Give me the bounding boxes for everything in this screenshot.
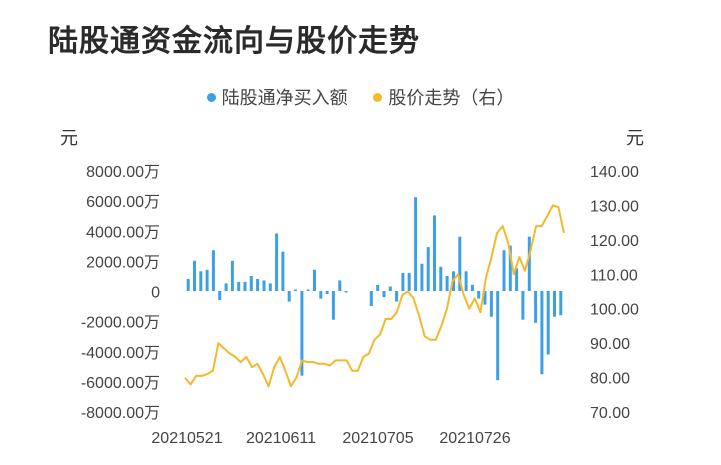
net-buy-bar — [275, 233, 279, 291]
net-buy-bar — [325, 291, 329, 294]
net-buy-bar — [553, 291, 556, 317]
legend-bar-marker — [206, 92, 216, 102]
net-buy-bar — [540, 291, 544, 375]
left-tick-label: -2000.00万 — [81, 315, 160, 332]
left-tick-label: 0 — [151, 285, 160, 302]
net-buy-bar — [420, 263, 424, 291]
net-buy-bar — [306, 289, 310, 291]
net-buy-bar — [199, 271, 203, 291]
legend: 陆股通净买入额 股价走势（右） — [0, 84, 721, 110]
net-buy-bar — [262, 280, 266, 291]
net-buy-bar — [338, 280, 342, 291]
net-buy-bar — [515, 268, 519, 291]
right-tick-label: 140.00 — [590, 164, 639, 181]
net-buy-bar — [331, 291, 335, 320]
net-buy-bar — [426, 247, 430, 291]
right-tick-label: 110.00 — [590, 267, 638, 284]
net-buy-bar — [521, 291, 525, 320]
net-buy-bar — [369, 291, 373, 307]
net-buy-bar — [483, 291, 487, 305]
net-buy-bar — [458, 236, 462, 291]
net-buy-bar — [382, 291, 386, 298]
net-buy-bar — [319, 291, 323, 299]
net-buy-bar — [433, 215, 436, 291]
price-line — [184, 204, 565, 388]
net-buy-bar — [477, 291, 481, 299]
net-buy-bar — [464, 271, 468, 291]
net-buy-bar — [249, 275, 253, 291]
right-tick-label: 90.00 — [590, 336, 630, 353]
x-tick-label: 20210705 — [342, 430, 413, 447]
right-tick-label: 130.00 — [590, 198, 639, 215]
net-buy-bar — [218, 291, 222, 301]
net-buy-bar — [407, 272, 411, 291]
net-buy-bar — [313, 269, 316, 291]
net-buy-bar — [502, 250, 506, 291]
legend-label-price: 股价走势（右） — [388, 88, 515, 109]
legend-label-net-buy: 陆股通净买入额 — [221, 88, 348, 109]
net-buy-bar — [294, 289, 297, 291]
right-axis-unit: 元 — [626, 128, 644, 149]
right-tick-label: 120.00 — [590, 233, 639, 250]
net-buy-bar — [439, 266, 443, 291]
legend-line-marker — [373, 92, 383, 102]
net-buy-bar — [508, 245, 512, 291]
net-buy-bar — [268, 283, 272, 291]
left-axis-unit: 元 — [60, 128, 78, 149]
chart-title: 陆股通资金流向与股价走势 — [48, 24, 420, 59]
net-buy-bar — [546, 291, 550, 355]
net-buy-bar — [489, 291, 493, 317]
x-tick-label: 20210611 — [246, 430, 316, 447]
left-tick-label: 8000.00万 — [86, 164, 160, 181]
net-buy-bar — [224, 283, 228, 291]
net-buy-bar — [300, 291, 304, 376]
net-buy-bar — [401, 272, 405, 291]
x-tick-label: 20210521 — [151, 430, 222, 447]
net-buy-bar — [470, 284, 474, 291]
net-buy-bar — [395, 291, 399, 302]
net-buy-bar — [559, 291, 563, 316]
net-buy-bar — [445, 275, 449, 291]
net-buy-bar — [496, 291, 500, 381]
net-buy-bar — [186, 278, 190, 291]
net-buy-bar — [230, 260, 234, 292]
right-tick-label: 70.00 — [590, 405, 630, 422]
net-buy-bar — [376, 284, 380, 291]
net-buy-bar — [211, 250, 215, 291]
left-tick-label: -6000.00万 — [81, 375, 160, 392]
net-buy-bar — [205, 269, 209, 291]
net-buy-bar — [237, 281, 241, 291]
net-buy-bar — [344, 291, 348, 293]
net-buy-bar — [287, 291, 291, 302]
left-tick-label: -8000.00万 — [81, 405, 160, 422]
left-tick-label: 2000.00万 — [86, 254, 160, 271]
net-buy-bar — [534, 291, 538, 323]
legend-item-net-buy[interactable]: 陆股通净买入额 — [206, 84, 348, 110]
net-buy-bar — [281, 251, 285, 291]
right-tick-label: 100.00 — [590, 302, 639, 319]
net-buy-bar — [243, 281, 247, 291]
left-tick-label: 6000.00万 — [86, 194, 160, 211]
legend-item-price[interactable]: 股价走势（右） — [373, 84, 514, 110]
net-buy-bar — [388, 286, 392, 291]
net-buy-bar — [414, 197, 418, 291]
right-tick-label: 80.00 — [590, 371, 630, 388]
net-buy-bar — [256, 278, 260, 291]
left-tick-label: 4000.00万 — [86, 224, 160, 241]
x-tick-label: 20210726 — [439, 430, 510, 447]
left-tick-label: -4000.00万 — [81, 345, 160, 362]
net-buy-bar — [193, 260, 196, 292]
net-buy-bar — [527, 236, 531, 291]
